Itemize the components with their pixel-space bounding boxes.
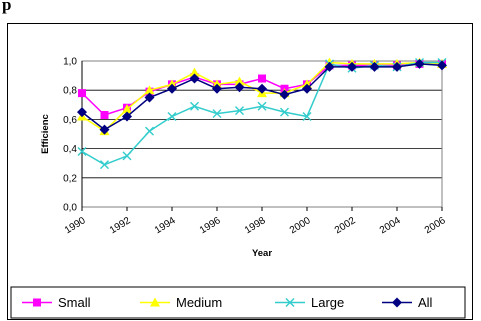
data-point-all bbox=[122, 111, 132, 122]
y-tick-label: 0,2 bbox=[63, 173, 77, 184]
data-point-all bbox=[234, 82, 245, 93]
x-tick-label: 1994 bbox=[153, 215, 178, 236]
data-point-large bbox=[257, 101, 267, 111]
x-tick-label: 1992 bbox=[108, 215, 133, 236]
legend-label-large: Large bbox=[311, 295, 344, 310]
data-point-all bbox=[414, 58, 425, 69]
y-tick-label: 0,0 bbox=[63, 203, 77, 214]
x-tick-label: 2006 bbox=[423, 215, 448, 236]
y-tick-label: 0,8 bbox=[63, 86, 77, 97]
data-point-all bbox=[392, 61, 402, 72]
data-point-large bbox=[122, 151, 132, 161]
data-point-all bbox=[167, 83, 177, 94]
data-point-large bbox=[190, 101, 199, 111]
data-point-all bbox=[144, 92, 155, 103]
x-tick-label: 1998 bbox=[243, 215, 268, 236]
data-point-large bbox=[167, 111, 177, 121]
y-tick-label: 1,0 bbox=[63, 57, 77, 68]
legend-marker-medium bbox=[150, 297, 160, 307]
data-point-all bbox=[302, 83, 312, 94]
data-point-all bbox=[189, 73, 200, 84]
chart-frame bbox=[7, 23, 473, 320]
x-tick-label: 1990 bbox=[63, 215, 88, 236]
y-tick-label: 0,6 bbox=[63, 115, 77, 126]
x-axis-title: Year bbox=[252, 248, 272, 259]
data-point-all bbox=[257, 83, 267, 94]
data-point-large bbox=[77, 147, 87, 157]
legend-label-all: All bbox=[418, 295, 433, 310]
data-point-all bbox=[212, 83, 222, 94]
legend-marker-all bbox=[392, 297, 402, 308]
data-point-small bbox=[100, 111, 109, 120]
data-point-large bbox=[100, 160, 109, 170]
data-point-large bbox=[235, 106, 244, 116]
x-tick-label: 1996 bbox=[198, 215, 223, 236]
legend-label-medium: Medium bbox=[176, 295, 222, 310]
legend-label-small: Small bbox=[58, 295, 91, 310]
data-point-all bbox=[437, 60, 447, 71]
data-point-small bbox=[78, 89, 86, 98]
data-point-medium bbox=[122, 104, 132, 114]
page-heading: p bbox=[2, 0, 12, 14]
x-tick-label: 2004 bbox=[378, 215, 403, 236]
data-point-large bbox=[302, 111, 312, 121]
data-point-large bbox=[280, 107, 289, 117]
x-tick-label: 2000 bbox=[288, 215, 313, 236]
y-axis-title: Efficienc bbox=[40, 114, 51, 154]
data-point-medium bbox=[234, 76, 245, 86]
data-point-medium bbox=[144, 85, 155, 95]
legend-marker-small bbox=[33, 298, 41, 307]
data-point-small bbox=[258, 74, 266, 83]
data-point-all bbox=[77, 107, 87, 118]
data-point-medium bbox=[189, 67, 200, 77]
data-point-large bbox=[145, 126, 154, 136]
data-point-large bbox=[212, 109, 222, 119]
legend-marker-large bbox=[285, 298, 295, 307]
x-tick-label: 2002 bbox=[333, 215, 358, 236]
data-point-all bbox=[347, 61, 357, 72]
data-point-all bbox=[369, 61, 380, 72]
y-tick-label: 0,4 bbox=[63, 144, 77, 155]
plot-area bbox=[81, 60, 443, 208]
data-point-all bbox=[324, 61, 335, 72]
data-point-all bbox=[279, 89, 290, 100]
data-point-all bbox=[99, 124, 110, 135]
